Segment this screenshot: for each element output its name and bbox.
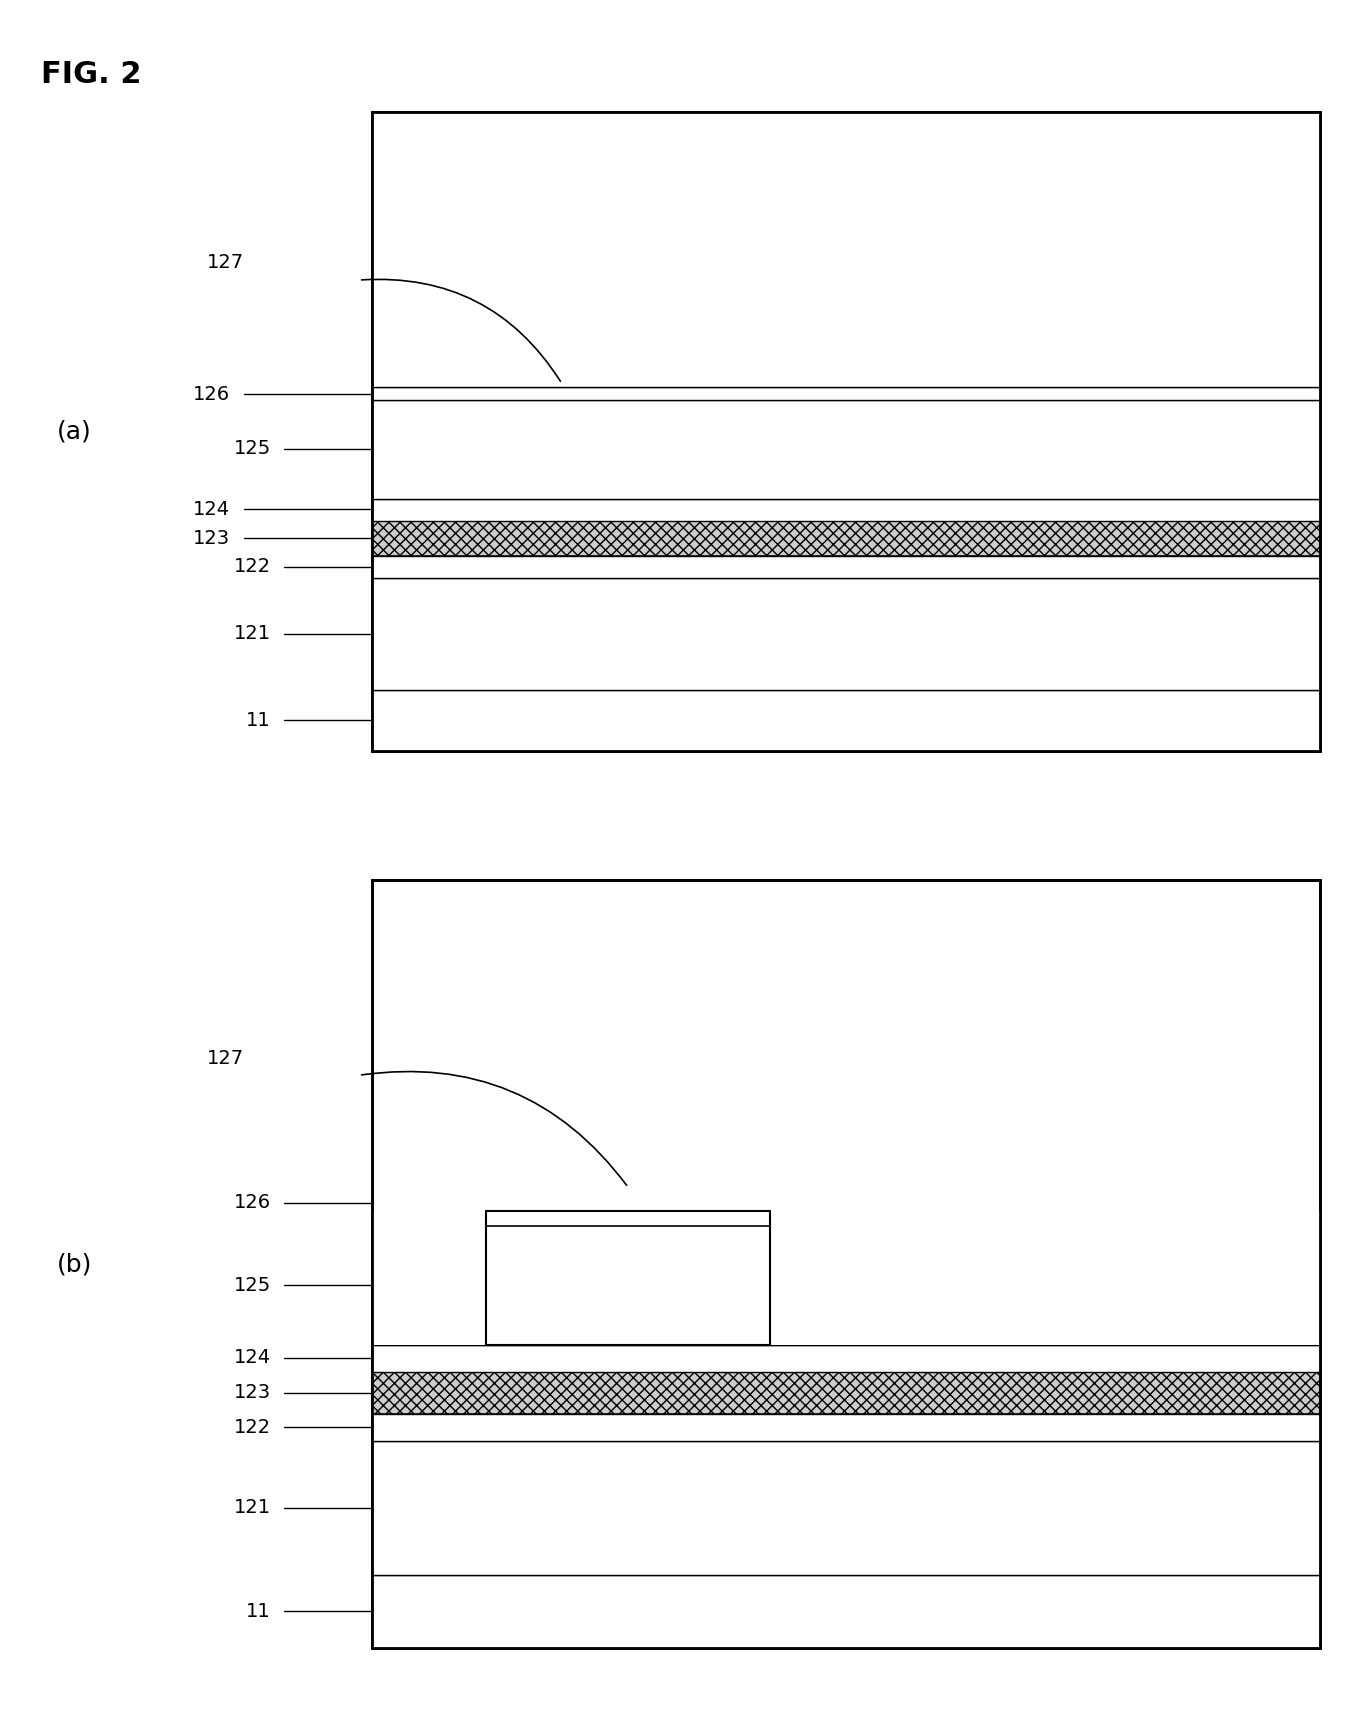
Bar — [372, 880, 1320, 1648]
Text: 122: 122 — [234, 557, 271, 576]
Text: (a): (a) — [57, 419, 92, 444]
Text: 11: 11 — [246, 711, 271, 730]
Bar — [372, 1372, 1320, 1414]
Bar — [372, 1225, 1320, 1345]
Bar — [372, 400, 1320, 499]
Text: 124: 124 — [194, 501, 230, 520]
Bar — [486, 1210, 770, 1345]
Bar — [372, 690, 1320, 751]
Text: 123: 123 — [194, 528, 230, 547]
Text: (b): (b) — [57, 1253, 92, 1276]
Bar — [372, 112, 1320, 751]
Text: 11: 11 — [246, 1602, 271, 1621]
Bar — [372, 1210, 1320, 1345]
Text: 121: 121 — [234, 625, 271, 644]
Text: 123: 123 — [234, 1383, 271, 1402]
Bar — [372, 112, 1320, 387]
Text: 125: 125 — [233, 438, 271, 457]
Text: 126: 126 — [194, 385, 230, 404]
Bar — [372, 1345, 1320, 1372]
Text: 126: 126 — [234, 1193, 271, 1212]
Bar — [372, 112, 1320, 751]
Text: 127: 127 — [207, 1048, 244, 1068]
Text: 124: 124 — [234, 1348, 271, 1367]
Text: 125: 125 — [233, 1276, 271, 1294]
Text: 122: 122 — [234, 1417, 271, 1436]
Bar — [372, 556, 1320, 578]
Bar — [372, 880, 1320, 1648]
Bar — [372, 578, 1320, 690]
Bar — [372, 521, 1320, 556]
Bar — [372, 1576, 1320, 1648]
Bar — [372, 1414, 1320, 1441]
Bar — [372, 387, 1320, 400]
Bar — [372, 499, 1320, 521]
Bar — [372, 1441, 1320, 1576]
Text: FIG. 2: FIG. 2 — [41, 60, 141, 90]
Text: 121: 121 — [234, 1498, 271, 1517]
Text: 127: 127 — [207, 254, 244, 273]
Bar — [486, 1210, 770, 1225]
